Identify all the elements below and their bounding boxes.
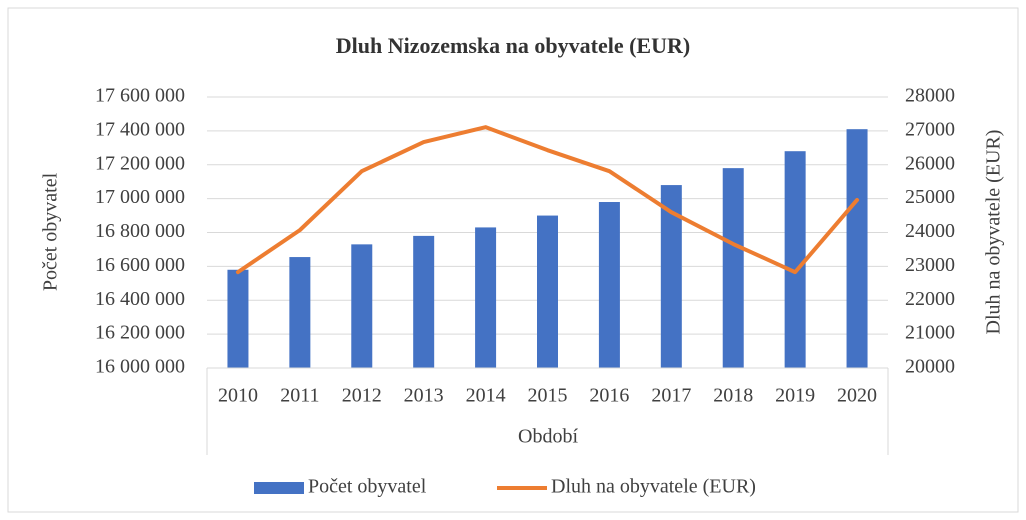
bar xyxy=(351,244,373,368)
y2-tick-label: 23000 xyxy=(905,254,955,276)
x-tick-label: 2017 xyxy=(651,385,691,407)
bar xyxy=(722,168,744,368)
bar xyxy=(289,257,311,368)
bar xyxy=(475,227,497,368)
y-tick-label: 17 200 000 xyxy=(95,152,185,174)
legend-label: Dluh na obyvatele (EUR) xyxy=(551,476,756,498)
line xyxy=(235,125,860,275)
y2-tick-label: 22000 xyxy=(905,288,955,310)
y-tick-label: 17 400 000 xyxy=(95,118,185,140)
y-axis-title: Počet obyvatel xyxy=(40,172,62,291)
bar xyxy=(598,202,620,368)
y-tick-label: 16 600 000 xyxy=(95,254,185,276)
x-tick-label: 2014 xyxy=(466,385,506,407)
y2-tick-label: 24000 xyxy=(905,220,955,242)
y-tick-label: 16 400 000 xyxy=(95,288,185,310)
legend-label: Počet obyvatel xyxy=(308,476,427,498)
bar xyxy=(784,151,806,368)
bar xyxy=(537,215,558,368)
y-tick-label: 16 000 000 xyxy=(95,356,185,378)
y2-tick-label: 26000 xyxy=(905,152,955,174)
chart-title: Dluh Nizozemska na obyvatele (EUR) xyxy=(336,33,690,58)
x-tick-label: 2016 xyxy=(589,385,629,407)
x-tick-label: 2018 xyxy=(713,385,753,407)
y-tick-label: 17 600 000 xyxy=(95,85,185,107)
y-tick-label: 17 000 000 xyxy=(95,186,185,208)
bar xyxy=(227,269,249,368)
y2-tick-label: 21000 xyxy=(905,322,955,344)
x-tick-label: 2011 xyxy=(280,385,319,407)
legend-swatch xyxy=(254,482,304,494)
x-tick-label: 2013 xyxy=(404,385,444,407)
x-tick-label: 2010 xyxy=(218,385,258,407)
bar xyxy=(660,185,682,368)
y2-tick-label: 25000 xyxy=(905,186,955,208)
y2-axis-title: Dluh na obyvatele (EUR) xyxy=(983,130,1005,335)
x-tick-label: 2012 xyxy=(342,385,382,407)
y-tick-label: 16 200 000 xyxy=(95,322,185,344)
y2-tick-label: 20000 xyxy=(905,356,955,378)
y2-tick-label: 27000 xyxy=(905,118,955,140)
x-tick-label: 2019 xyxy=(775,385,815,407)
x-tick-label: 2015 xyxy=(528,385,568,407)
y-tick-label: 16 800 000 xyxy=(95,220,185,242)
x-axis-title: Období xyxy=(518,426,578,448)
x-tick-label: 2020 xyxy=(837,385,877,407)
bar xyxy=(846,129,868,368)
y2-tick-label: 28000 xyxy=(905,85,955,107)
bar xyxy=(413,235,435,368)
